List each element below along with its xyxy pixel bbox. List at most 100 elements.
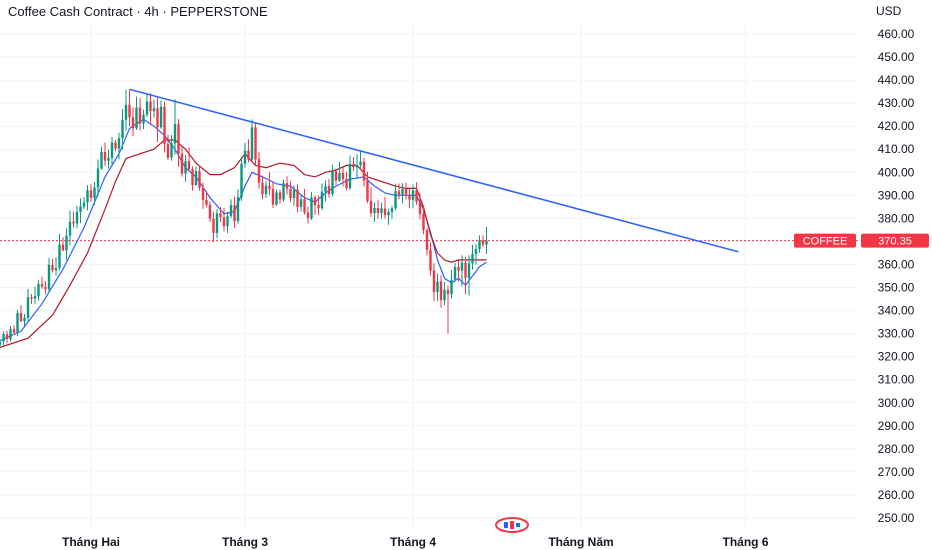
y-tick-label: 270.00: [878, 465, 915, 479]
candle: [331, 164, 334, 197]
candle-body: [359, 161, 362, 166]
candle-body: [149, 101, 152, 112]
candle-body: [254, 127, 257, 160]
candle: [26, 288, 30, 321]
candle-body: [362, 161, 366, 181]
candle: [464, 256, 467, 295]
candle: [443, 281, 446, 306]
candle-body: [366, 180, 369, 202]
candle: [261, 175, 264, 200]
y-tick-label: 460.00: [878, 27, 915, 41]
candle: [422, 206, 425, 235]
candle-body: [145, 101, 149, 115]
candle-body: [201, 187, 205, 200]
candle: [471, 245, 474, 270]
tradingview-logo-icon[interactable]: [495, 517, 529, 533]
candle-body: [2, 334, 5, 342]
candle-body: [89, 190, 93, 198]
candle-body: [9, 329, 12, 340]
candle-body: [436, 281, 439, 293]
candle-body: [51, 264, 54, 271]
candle: [0, 339, 2, 348]
candle-body: [30, 297, 33, 299]
candle-body: [138, 107, 142, 124]
candle: [233, 196, 236, 229]
x-tick-label: Tháng 6: [722, 535, 768, 549]
candle-body: [117, 138, 121, 149]
candle: [380, 202, 383, 219]
candle: [72, 211, 75, 228]
y-tick-label: 430.00: [878, 96, 915, 110]
candle-body: [47, 264, 51, 290]
candle-body: [233, 205, 236, 222]
candle-body: [208, 204, 212, 219]
x-tick-label: Tháng Hai: [62, 535, 120, 549]
candle: [212, 211, 215, 243]
candle-body: [142, 114, 145, 124]
candle: [61, 237, 65, 252]
candle-body: [443, 289, 446, 301]
candle: [79, 198, 82, 224]
candle: [271, 182, 275, 209]
candle-body: [275, 192, 278, 205]
candle-body: [19, 313, 23, 322]
candle-body: [355, 165, 359, 168]
candle: [275, 189, 278, 206]
candle: [44, 280, 47, 295]
price-tag-value: 370.35: [878, 236, 912, 248]
candle: [166, 134, 170, 161]
candle: [89, 184, 93, 203]
candle: [404, 182, 408, 200]
candle-body: [257, 159, 261, 183]
candle: [208, 201, 212, 223]
candle-body: [0, 341, 2, 345]
candle: [418, 193, 422, 220]
candle-body: [205, 199, 208, 205]
candle: [450, 270, 453, 299]
y-tick-label: 380.00: [878, 211, 915, 225]
candle: [96, 159, 100, 197]
y-tick-label: 300.00: [878, 396, 915, 410]
candle: [467, 255, 471, 296]
currency-label: USD: [876, 4, 902, 18]
candle: [436, 273, 439, 301]
candle-body: [373, 208, 376, 214]
candle: [299, 194, 303, 212]
candle: [247, 139, 250, 163]
candle: [457, 260, 460, 282]
candle: [341, 167, 345, 187]
candle: [425, 228, 429, 256]
price-tag-symbol: COFFEE: [803, 236, 848, 248]
candle: [366, 171, 369, 204]
candle: [327, 178, 331, 198]
candle: [387, 208, 390, 225]
candle-body: [387, 211, 390, 216]
candle-body: [23, 317, 26, 322]
candle: [285, 176, 289, 195]
candle: [362, 157, 366, 187]
candle: [103, 142, 107, 166]
candle: [310, 192, 313, 220]
candle-body: [26, 297, 30, 318]
trendline[interactable]: [129, 88, 739, 253]
candle: [278, 189, 282, 204]
candle: [184, 155, 187, 182]
candle-body: [390, 208, 394, 212]
candle: [117, 132, 121, 160]
candle-body: [82, 202, 86, 207]
y-tick-label: 260.00: [878, 488, 915, 502]
candle-body: [215, 213, 219, 233]
candle: [345, 171, 348, 191]
candle-body: [177, 124, 180, 154]
candle: [121, 109, 124, 150]
candle: [240, 157, 243, 201]
candle: [303, 188, 306, 215]
candle: [474, 244, 478, 265]
candle-body: [250, 127, 254, 160]
y-tick-label: 330.00: [878, 327, 915, 341]
candle: [201, 182, 205, 209]
candle: [40, 276, 44, 289]
candle-body: [457, 267, 460, 271]
candle-body: [446, 289, 450, 295]
